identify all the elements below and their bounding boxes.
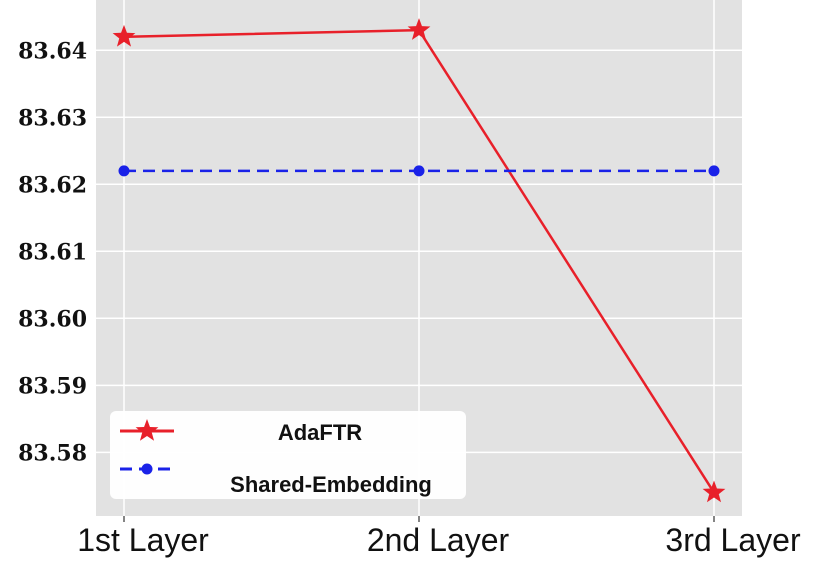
y-axis-ticks: 83.58 83.59 83.60 83.61 83.62 83.63 83.64 [18, 38, 87, 466]
data-point-star [702, 480, 726, 503]
legend: AdaFTR Shared-Embedding [110, 411, 466, 499]
data-point-star [407, 18, 431, 40]
legend-label-adaftr: AdaFTR [278, 420, 362, 445]
legend-circle-marker [141, 463, 153, 475]
grid-lines [96, 0, 742, 516]
x-tick-label: 2nd Layer [367, 522, 510, 558]
legend-label-shared-embedding: Shared-Embedding [230, 472, 432, 497]
legend-box [110, 411, 466, 499]
data-point-star [112, 24, 136, 47]
y-tick-label: 83.61 [18, 239, 87, 265]
data-point-circle [708, 165, 720, 177]
y-tick-label: 83.64 [18, 38, 87, 64]
data-point-circle [413, 165, 425, 177]
x-tick-label: 1st Layer [77, 522, 209, 558]
x-axis-ticks: 1st Layer 2nd Layer 3rd Layer [77, 516, 801, 558]
y-tick-label: 83.58 [18, 440, 87, 466]
y-tick-label: 83.63 [18, 105, 87, 131]
x-tick-label: 3rd Layer [665, 522, 801, 558]
y-tick-label: 83.60 [18, 306, 87, 332]
legend-star-marker [135, 419, 159, 441]
y-tick-label: 83.59 [18, 373, 87, 399]
series-group [112, 18, 726, 503]
y-tick-label: 83.62 [18, 172, 87, 198]
data-point-circle [118, 165, 130, 177]
